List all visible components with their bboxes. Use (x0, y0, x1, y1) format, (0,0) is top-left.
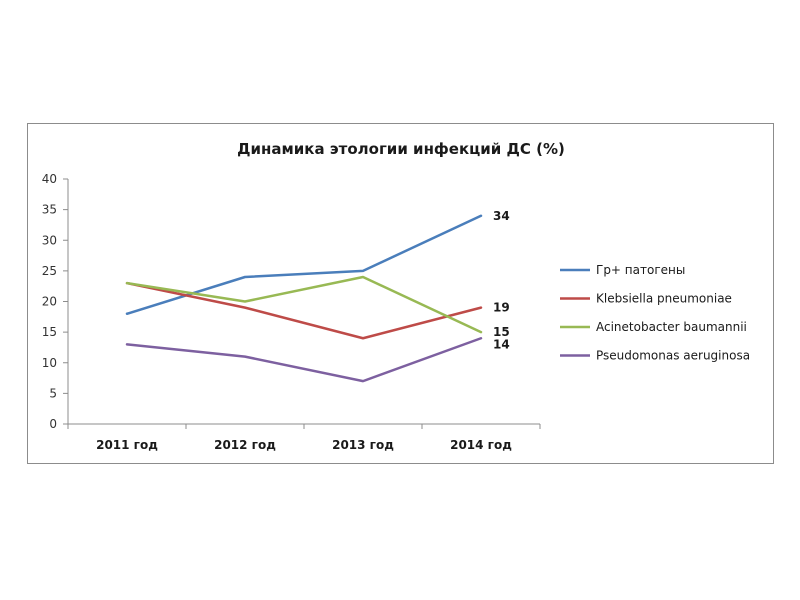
y-tick-label: 0 (49, 417, 57, 431)
series-line (125, 337, 483, 383)
data-label: 34 (493, 209, 510, 223)
legend-label: Pseudomonas aeruginosa (596, 349, 750, 363)
y-tick-label: 20 (42, 295, 57, 309)
y-tick-label: 40 (42, 172, 57, 186)
data-label: 15 (493, 325, 510, 339)
legend-label: Acinetobacter baumannii (596, 320, 747, 334)
data-label: 14 (493, 337, 510, 351)
x-tick-label: 2014 год (450, 438, 512, 452)
y-tick-label: 25 (42, 264, 57, 278)
data-label: 19 (493, 301, 510, 315)
x-axis: 2011 год 2012 год 2013 год 2014 год (67, 423, 541, 452)
y-tick-label: 10 (42, 356, 57, 370)
y-tick-label: 30 (42, 233, 57, 247)
chart-title: Динамика этологии инфекций ДС (%) (237, 140, 565, 158)
series-lines (125, 214, 483, 383)
series-line (125, 281, 483, 340)
x-tick-label: 2013 год (332, 438, 394, 452)
y-tick-label: 15 (42, 325, 57, 339)
y-tick-label: 35 (42, 203, 57, 217)
legend: Гр+ патогены Klebsiella pneumoniae Acineto… (560, 263, 750, 363)
legend-label: Klebsiella pneumoniae (596, 292, 732, 306)
y-axis: 0 5 10 15 20 25 30 35 40 (42, 172, 69, 431)
legend-label: Гр+ патогены (596, 263, 685, 277)
series-line (125, 214, 483, 315)
x-tick-label: 2012 год (214, 438, 276, 452)
y-tick-label: 5 (49, 386, 57, 400)
series-line (125, 275, 483, 334)
x-tick-label: 2011 год (96, 438, 158, 452)
